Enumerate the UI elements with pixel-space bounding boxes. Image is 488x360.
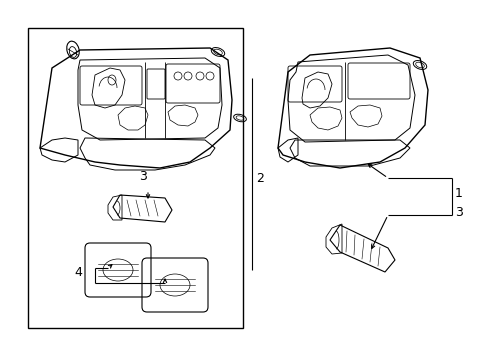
Bar <box>28 28 243 328</box>
Text: 4: 4 <box>74 266 82 279</box>
Text: 3: 3 <box>139 170 146 183</box>
Text: 2: 2 <box>256 171 264 185</box>
Text: 1: 1 <box>454 186 462 199</box>
Text: 3: 3 <box>454 206 462 219</box>
